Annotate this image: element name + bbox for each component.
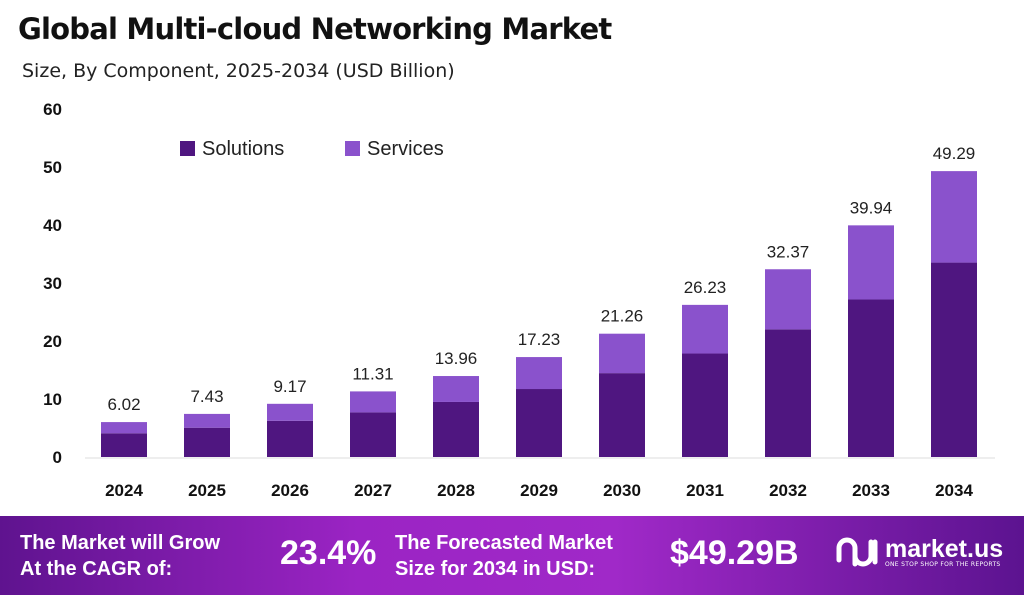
bar-solutions-2030 — [599, 373, 645, 457]
y-tick-label: 20 — [43, 332, 62, 351]
forecast-label-line1: The Forecasted Market — [395, 532, 613, 554]
cagr-value: 23.4% — [280, 534, 377, 572]
data-label-total: 21.26 — [601, 307, 644, 326]
data-label-total: 13.96 — [435, 349, 478, 368]
forecast-value: $49.29B — [670, 534, 799, 572]
y-tick-label: 30 — [43, 274, 62, 293]
bar-solutions-2024 — [101, 433, 147, 457]
x-tick-label: 2032 — [769, 481, 807, 500]
bar-solutions-2034 — [931, 262, 977, 457]
forecast-label: The Forecasted Market Size for 2034 in US… — [395, 530, 613, 582]
bar-services-2032 — [765, 269, 811, 330]
y-tick-label: 40 — [43, 216, 62, 235]
cagr-label-line2: At the CAGR of: — [20, 558, 173, 580]
cagr-label-line1: The Market will Grow — [20, 532, 221, 554]
bar-solutions-2029 — [516, 389, 562, 457]
bar-services-2026 — [267, 403, 313, 421]
data-label-total: 7.43 — [190, 387, 223, 406]
bar-solutions-2033 — [848, 299, 894, 457]
data-label-total: 26.23 — [684, 278, 727, 297]
bar-services-2034 — [931, 171, 977, 263]
x-tick-label: 2030 — [603, 481, 641, 500]
logo-tagline: ONE STOP SHOP FOR THE REPORTS — [885, 560, 1001, 568]
x-tick-label: 2027 — [354, 481, 392, 500]
data-label-total: 9.17 — [273, 377, 306, 396]
legend-label-services: Services — [367, 138, 444, 160]
data-label-total: 49.29 — [933, 144, 976, 163]
data-label-total: 32.37 — [767, 242, 810, 261]
x-tick-label: 2024 — [105, 481, 143, 500]
x-tick-label: 2028 — [437, 481, 475, 500]
bar-services-2030 — [599, 333, 645, 374]
stacked-bar-chart: 01020304050606.0220247.4320259.17202611.… — [43, 100, 995, 500]
bar-solutions-2031 — [682, 353, 728, 457]
x-tick-label: 2026 — [271, 481, 309, 500]
bar-solutions-2032 — [765, 329, 811, 457]
bar-solutions-2026 — [267, 420, 313, 457]
bar-services-2031 — [682, 304, 728, 354]
chart-title: Global Multi-cloud Networking Market — [18, 12, 612, 46]
x-tick-label: 2025 — [188, 481, 226, 500]
x-tick-label: 2033 — [852, 481, 890, 500]
forecast-label-line2: Size for 2034 in USD: — [395, 558, 596, 580]
x-tick-label: 2034 — [935, 481, 973, 500]
bar-solutions-2027 — [350, 412, 396, 457]
legend-swatch-services — [345, 141, 360, 156]
bar-solutions-2028 — [433, 401, 479, 457]
y-tick-label: 60 — [43, 100, 62, 119]
bar-services-2028 — [433, 376, 479, 402]
data-label-total: 6.02 — [107, 395, 140, 414]
y-tick-label: 50 — [43, 158, 62, 177]
x-tick-label: 2031 — [686, 481, 724, 500]
data-label-total: 11.31 — [352, 364, 393, 383]
bar-services-2033 — [848, 225, 894, 300]
logo-text: market.us — [885, 534, 1004, 563]
bar-services-2024 — [101, 422, 147, 434]
data-label-total: 17.23 — [518, 330, 561, 349]
chart-subtitle: Size, By Component, 2025-2034 (USD Billi… — [22, 60, 455, 82]
footer-banner: The Market will Grow At the CAGR of: 23.4… — [0, 516, 1024, 595]
bar-services-2027 — [350, 391, 396, 413]
bar-services-2029 — [516, 357, 562, 390]
legend-label-solutions: Solutions — [202, 138, 284, 160]
x-tick-label: 2029 — [520, 481, 558, 500]
legend-swatch-solutions — [180, 141, 195, 156]
bar-services-2025 — [184, 413, 230, 428]
market-us-logo: market.us ONE STOP SHOP FOR THE REPORTS — [835, 534, 1003, 570]
bar-solutions-2025 — [184, 427, 230, 457]
y-tick-label: 10 — [43, 390, 62, 409]
logo-icon — [836, 537, 878, 567]
data-label-total: 39.94 — [850, 198, 893, 217]
y-tick-label: 0 — [53, 448, 62, 467]
cagr-label: The Market will Grow At the CAGR of: — [20, 530, 220, 582]
